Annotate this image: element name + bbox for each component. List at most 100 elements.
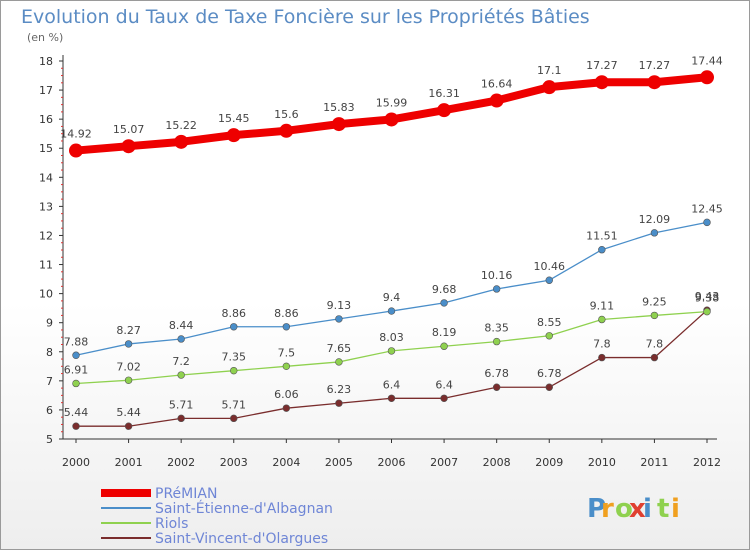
data-label: 6.4: [435, 378, 453, 391]
y-tick-label: 18: [39, 55, 53, 68]
data-point: [440, 394, 448, 402]
data-label: 9.11: [590, 299, 615, 312]
x-tick-label: 2007: [430, 456, 458, 469]
data-point: [282, 404, 291, 412]
data-point: [437, 103, 452, 118]
x-tick-label: 2008: [483, 456, 511, 469]
y-tick-label: 10: [39, 288, 53, 301]
x-tick-label: 2001: [115, 456, 143, 469]
data-label: 15.99: [376, 96, 408, 109]
data-point: [598, 353, 606, 362]
data-point: [230, 366, 238, 375]
chart-subtitle: (en %): [27, 31, 63, 44]
data-point: [230, 414, 238, 423]
logo-letter: o: [615, 494, 633, 524]
data-label: 8.27: [116, 324, 141, 337]
data-label: 5.71: [222, 398, 247, 411]
data-point: [387, 347, 396, 355]
data-point: [489, 93, 504, 108]
data-point: [335, 399, 343, 407]
data-label: 12.45: [691, 202, 723, 215]
data-label: 6.06: [274, 388, 299, 401]
data-label: 7.2: [172, 355, 190, 368]
legend-label: PRéMIAN: [155, 486, 217, 502]
y-tick-label: 6: [46, 404, 53, 417]
series-0: 14.92 15.07 15.22 15.45 15.6 15.83 15.99 16.31 1…: [60, 54, 723, 158]
data-point: [545, 383, 553, 391]
axes: 5 6 7 8 9 10 11 12 13 14 15 16 17 18 2000 2001 2002 2003 2…: [39, 55, 721, 469]
data-label: 9.43: [695, 290, 720, 303]
data-label: 6.78: [537, 367, 562, 380]
chart-title: Evolution du Taux de Taxe Foncière sur l…: [21, 6, 590, 28]
data-label: 12.09: [639, 213, 671, 226]
data-label: 6.91: [64, 363, 89, 376]
x-tick-label: 2011: [640, 456, 668, 469]
data-label: 7.8: [646, 338, 664, 351]
data-point: [279, 123, 294, 138]
data-point: [72, 351, 80, 359]
data-point: [121, 139, 136, 154]
data-point: [650, 353, 659, 362]
data-point: [124, 340, 133, 348]
data-point: [177, 335, 185, 343]
data-point: [703, 307, 711, 316]
data-point: [703, 218, 711, 227]
x-tick-label: 2002: [167, 456, 195, 469]
data-label: 17.44: [691, 54, 723, 67]
data-label: 17.1: [537, 64, 562, 77]
logo-letter: t: [657, 494, 669, 524]
data-point: [647, 75, 662, 90]
y-tick-label: 9: [46, 317, 53, 330]
data-point: [492, 337, 501, 346]
data-label: 8.19: [432, 326, 457, 339]
data-label: 16.64: [481, 78, 513, 91]
data-point: [335, 358, 343, 366]
data-label: 8.86: [274, 307, 299, 320]
data-point: [492, 383, 501, 391]
data-label: 7.65: [327, 342, 352, 355]
data-point: [387, 394, 396, 402]
data-point: [282, 362, 291, 371]
logo-letter: P: [587, 494, 606, 524]
data-point: [387, 307, 396, 315]
data-point: [598, 315, 606, 324]
data-label: 17.27: [586, 59, 618, 72]
x-tick-label: 2010: [588, 456, 616, 469]
x-tick-label: 2004: [272, 456, 300, 469]
legend: PRéMIANSaint-Étienne-d'AlbagnanRiolsSain…: [101, 486, 333, 547]
data-label: 5.71: [169, 398, 194, 411]
data-point: [594, 75, 609, 90]
data-point: [440, 342, 448, 350]
data-point: [72, 379, 80, 388]
data-point: [542, 80, 557, 95]
data-point: [545, 276, 553, 284]
data-label: 8.55: [537, 316, 562, 329]
data-point: [650, 229, 659, 237]
data-label: 5.44: [64, 406, 89, 419]
data-label: 16.31: [428, 87, 460, 100]
series-3: 5.44 5.44 5.71 5.71 6.06 6.23 6.4 6.4 6.78 6.78 7.…: [64, 290, 720, 430]
data-label: 8.35: [484, 322, 509, 335]
data-label: 7.8: [593, 338, 611, 351]
logo-letter: r: [601, 494, 614, 524]
data-label: 7.02: [116, 360, 141, 373]
data-point: [174, 134, 189, 149]
data-label: 10.16: [481, 269, 513, 282]
y-tick-label: 13: [39, 200, 53, 213]
data-label: 10.46: [534, 260, 566, 273]
data-label: 7.88: [64, 335, 89, 348]
series-2: 6.91 7.02 7.2 7.35 7.5 7.65 8.03 8.19 8.35 8.55 9.…: [64, 292, 719, 388]
data-label: 9.4: [383, 291, 401, 304]
y-tick-label: 5: [46, 433, 53, 446]
y-tick-label: 11: [39, 259, 53, 272]
data-label: 8.03: [379, 331, 404, 344]
data-label: 15.07: [113, 123, 145, 136]
data-point: [440, 299, 448, 307]
y-tick-label: 8: [46, 346, 53, 359]
logo-letter: i: [671, 494, 680, 524]
data-label: 6.78: [484, 367, 509, 380]
data-label: 15.83: [323, 101, 355, 114]
data-point: [384, 112, 399, 127]
data-label: 7.35: [222, 351, 247, 364]
data-label: 6.23: [327, 383, 352, 396]
